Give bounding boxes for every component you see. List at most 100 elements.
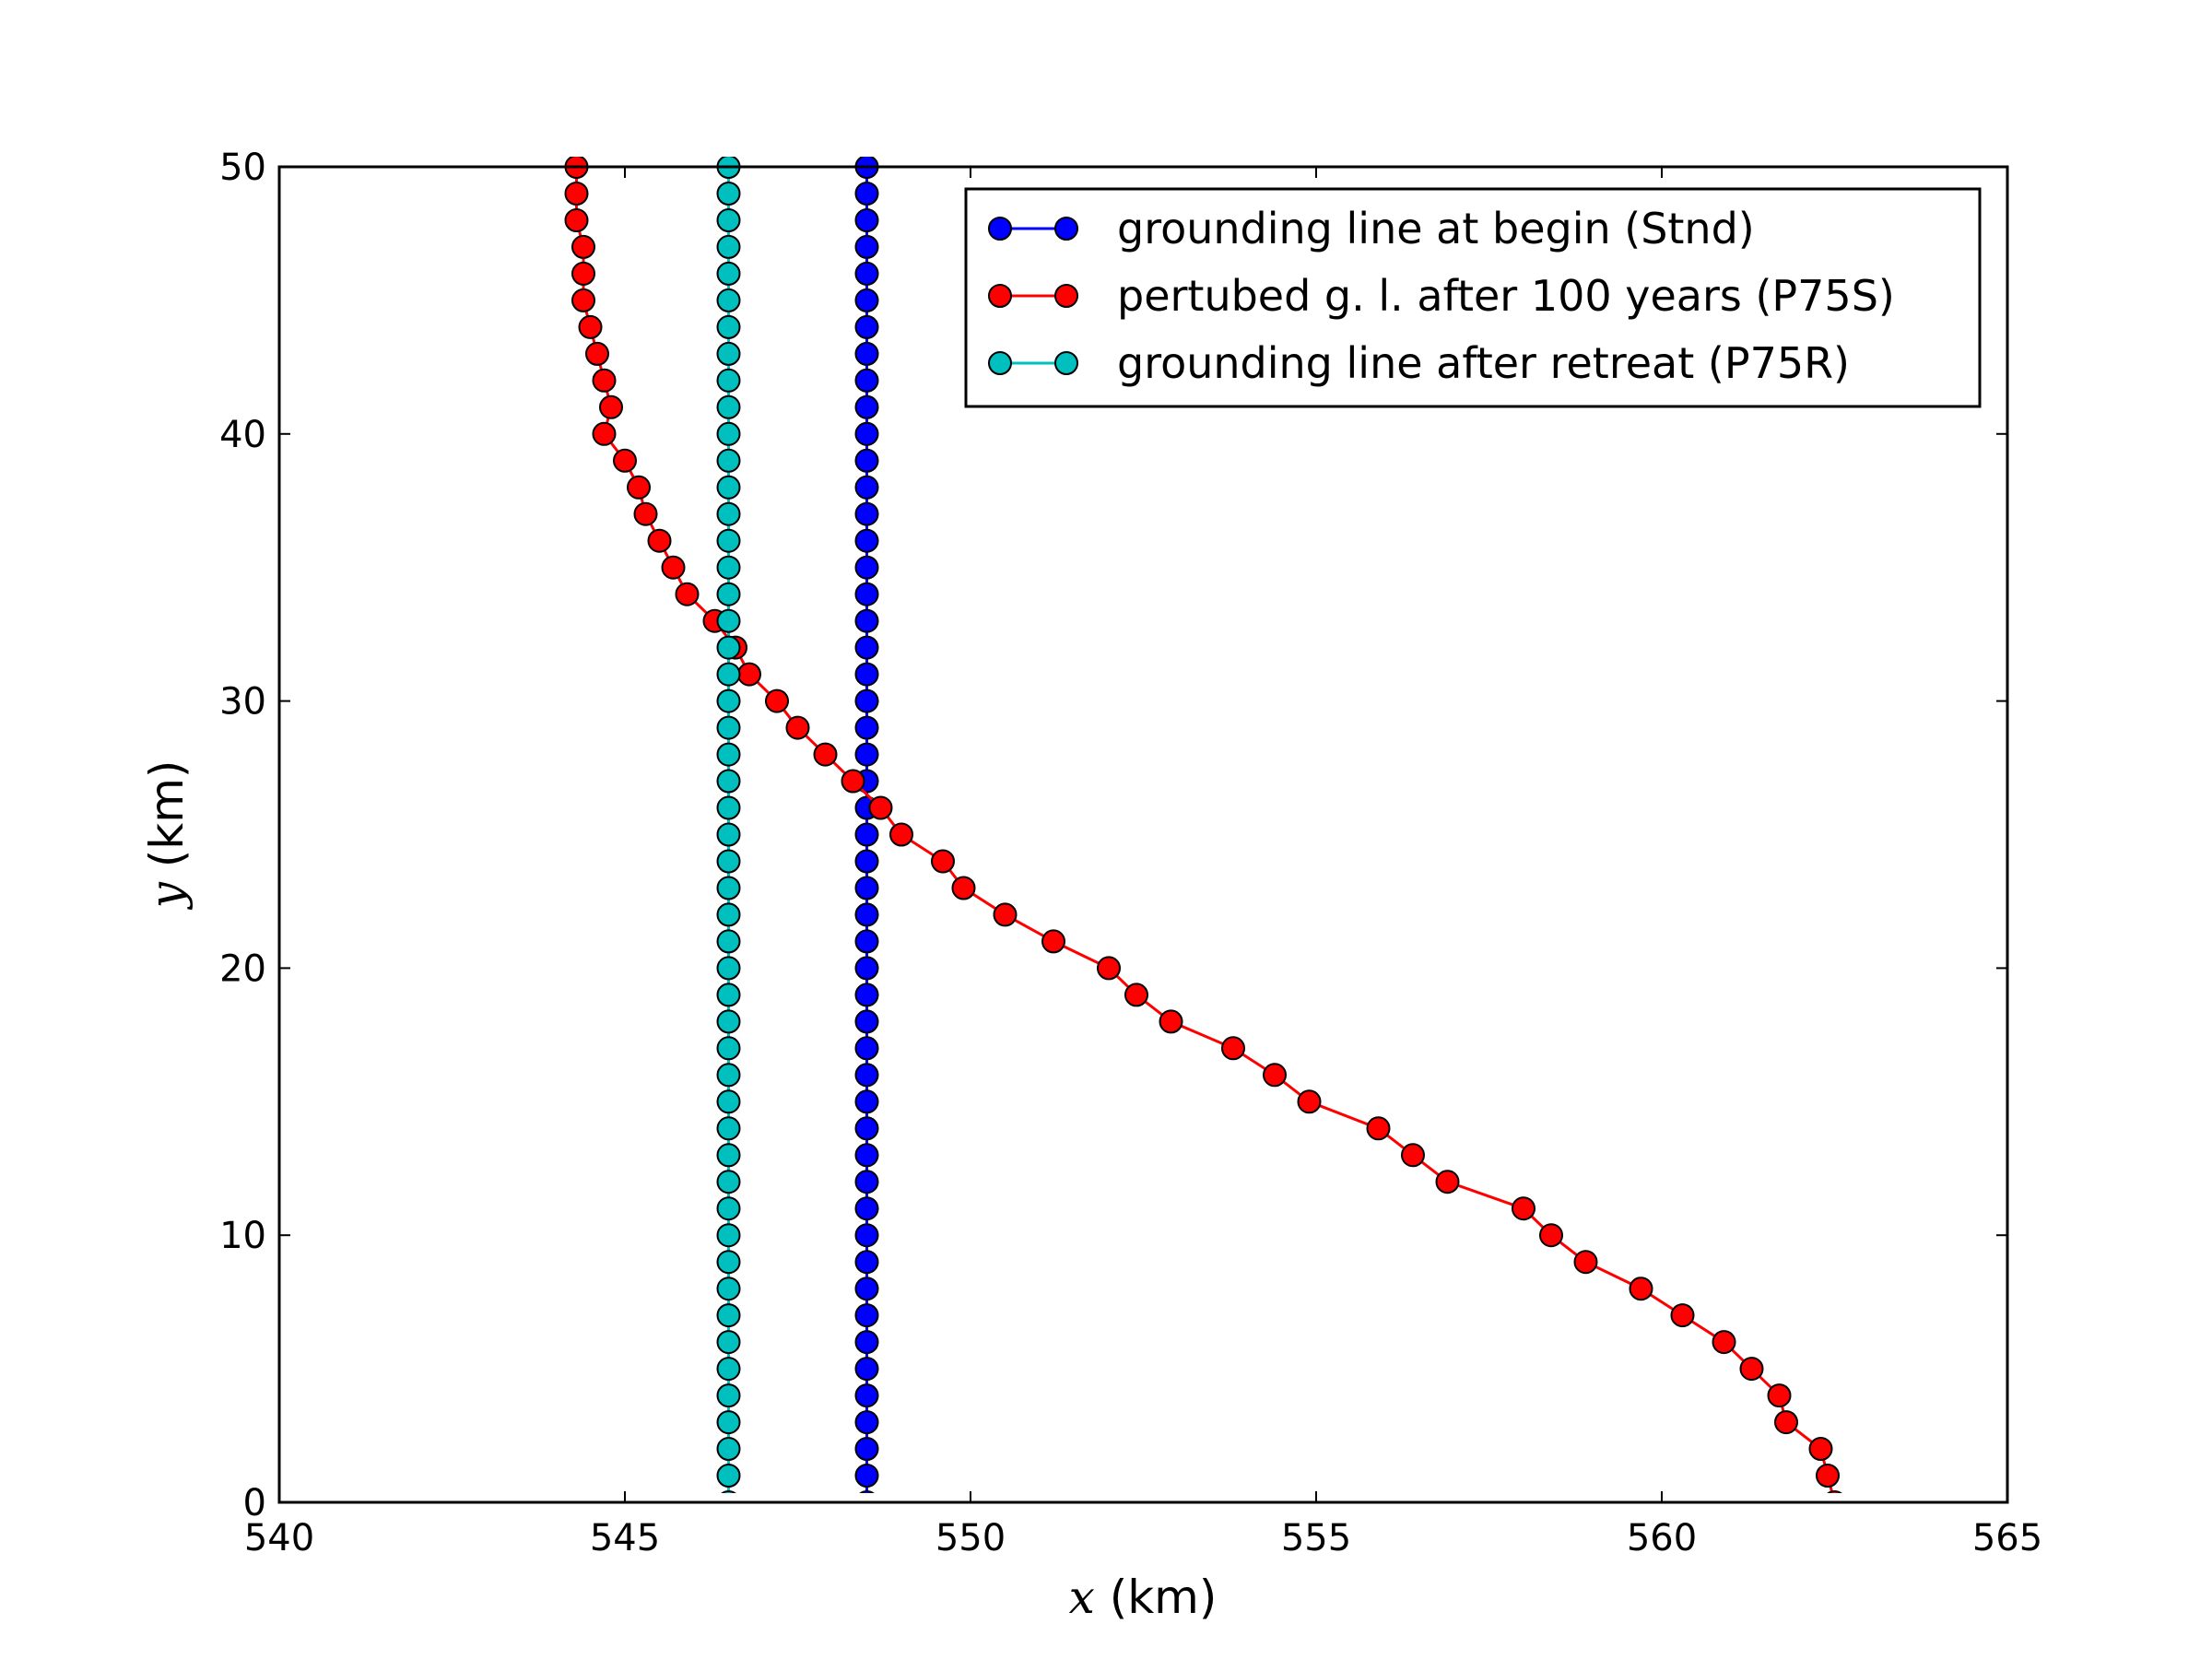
series-2-point — [841, 769, 865, 794]
series-2-point — [1366, 1116, 1391, 1141]
legend-swatch-marker — [1054, 217, 1078, 241]
series-2-point — [1739, 1357, 1764, 1382]
series-1-point — [854, 1223, 879, 1248]
legend-entry-3: grounding line after retreat (P75R) — [988, 338, 1850, 388]
series-1-point — [854, 902, 879, 927]
series-1-point — [854, 1036, 879, 1061]
series-3-point — [716, 314, 741, 339]
y-tick-label: 30 — [219, 681, 266, 724]
series-1-point — [854, 261, 879, 286]
series-3-point — [716, 1357, 741, 1382]
series-1-point — [854, 208, 879, 232]
series-2-point — [1221, 1036, 1245, 1061]
series-2-point — [1097, 956, 1121, 981]
series-1-point — [854, 1437, 879, 1461]
y-tick-label: 50 — [219, 147, 266, 189]
series-1-point — [854, 715, 879, 740]
series-layer — [564, 157, 1842, 1493]
legend-label: pertubed g. l. after 100 years (P75S) — [1117, 271, 1895, 321]
series-3-point — [716, 956, 741, 981]
series-2-point — [868, 795, 893, 820]
series-2-point — [1774, 1410, 1798, 1435]
legend: grounding line at begin (Stnd) pertubed g… — [964, 187, 1982, 408]
series-2-point — [627, 475, 651, 500]
series-1-point — [854, 421, 879, 446]
series-1-point — [854, 394, 879, 419]
series-1-point — [854, 528, 879, 553]
legend-entry-1: grounding line at begin (Stnd) — [988, 204, 1755, 253]
series-2-point — [993, 902, 1018, 927]
series-3-point — [716, 341, 741, 366]
series-3-point — [716, 528, 741, 553]
series-3-point — [716, 688, 741, 713]
legend-swatch-marker — [988, 284, 1012, 308]
x-tick-label: 565 — [1972, 1517, 2042, 1559]
y-tick-label: 0 — [243, 1482, 266, 1524]
plot-frame — [277, 165, 2009, 1504]
series-1-point — [854, 1464, 879, 1488]
series-2-point — [571, 234, 595, 259]
series-3-point — [716, 1410, 741, 1435]
series-3-point — [716, 182, 741, 206]
series-3-point — [716, 715, 741, 740]
series-2-point — [737, 662, 761, 687]
series-2-point — [1816, 1464, 1840, 1488]
series-1-point — [854, 1330, 879, 1355]
series-3-point — [716, 1437, 741, 1461]
series-3-point — [716, 902, 741, 927]
series-2-point — [785, 715, 810, 740]
series-1-point — [854, 582, 879, 606]
series-1-point — [854, 662, 879, 687]
series-1-point — [854, 1009, 879, 1034]
y-axis-label: y (km) — [140, 760, 194, 911]
series-1-point — [854, 1063, 879, 1088]
series-2-point — [571, 288, 595, 312]
series-1-point — [854, 688, 879, 713]
series-1-point — [854, 182, 879, 206]
series-1-point — [854, 501, 879, 526]
series-1-point — [854, 608, 879, 633]
series-1-point — [854, 1303, 879, 1328]
ticks-layer: 540 545 550 555 560 565 0 10 20 30 40 50 — [219, 147, 2042, 1559]
series-3-point — [716, 876, 741, 900]
y-axis-variable: y — [140, 881, 194, 910]
series-2-point — [1435, 1170, 1460, 1194]
legend-box — [964, 187, 1982, 408]
series-2-point — [1808, 1437, 1833, 1461]
series-3-point — [716, 849, 741, 874]
series-3-point — [716, 742, 741, 767]
series-2-point — [585, 341, 609, 366]
series-1-point — [854, 341, 879, 366]
series-1-point — [854, 822, 879, 847]
series-1-point — [854, 982, 879, 1007]
series-3-point — [716, 448, 741, 473]
series-1-point — [854, 288, 879, 312]
legend-swatch-marker — [988, 351, 1012, 375]
x-axis-unit: (km) — [1095, 1571, 1218, 1624]
series-1-point — [854, 1357, 879, 1382]
series-3-point — [716, 1116, 741, 1141]
series-2-point — [813, 742, 838, 767]
series-3-point — [716, 1063, 741, 1088]
series-3-point — [716, 555, 741, 580]
series-1-point — [854, 475, 879, 500]
series-2-point — [571, 261, 595, 286]
series-3-point — [716, 1089, 741, 1114]
series-2-point — [1712, 1330, 1736, 1355]
series-2-point — [1159, 1009, 1183, 1034]
series-2-point — [1629, 1277, 1653, 1301]
series-2 — [564, 157, 1842, 1493]
series-3-point — [716, 288, 741, 312]
series-3-point — [716, 261, 741, 286]
x-tick-label: 540 — [244, 1517, 314, 1559]
series-1-point — [854, 929, 879, 954]
y-tick-label: 10 — [219, 1215, 266, 1257]
series-2-point — [1539, 1223, 1563, 1248]
series-2-point — [1512, 1196, 1535, 1221]
series-2-point — [951, 876, 976, 900]
series-3-point — [716, 769, 741, 794]
series-1-point — [854, 234, 879, 259]
legend-label: grounding line after retreat (P75R) — [1117, 338, 1850, 388]
y-tick-label: 40 — [219, 414, 266, 456]
legend-entry-2: pertubed g. l. after 100 years (P75S) — [988, 271, 1895, 321]
